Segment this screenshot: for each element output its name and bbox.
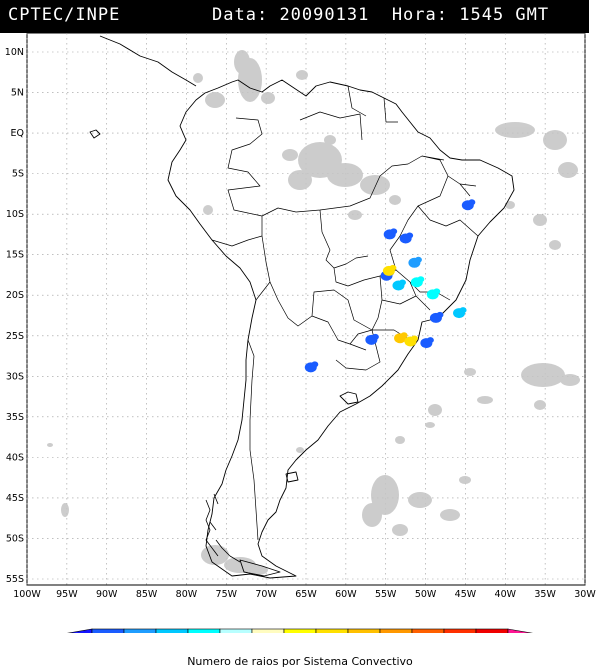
lat-label: 10S <box>6 209 24 220</box>
galapagos <box>89 129 101 139</box>
tierra-del-fuego <box>239 559 281 577</box>
lightning-cells <box>304 199 476 373</box>
colorbar-swatch <box>251 628 285 633</box>
header-bar: CPTEC/INPE Data: 20090131 Hora: 1545 GMT <box>0 0 589 33</box>
coastlines-and-borders <box>89 35 515 579</box>
central-america-coast <box>99 35 197 87</box>
lon-label: 75W <box>216 589 238 600</box>
colorbar-swatch <box>219 628 253 633</box>
colorbar-swatch <box>315 628 349 633</box>
lat-label: EQ <box>11 128 24 139</box>
lightning-cell <box>429 311 444 323</box>
lon-label: 95W <box>56 589 78 600</box>
lightning-cell <box>404 335 418 347</box>
chile-islands <box>205 493 241 563</box>
time-label: Hora: <box>391 5 448 25</box>
malvinas <box>285 471 299 483</box>
lon-label: 80W <box>176 589 198 600</box>
lon-label: 45W <box>455 589 477 600</box>
lat-label: 30S <box>6 371 24 382</box>
lon-label: 30W <box>574 589 596 600</box>
lat-label: 10N <box>5 47 24 58</box>
colorbar: 11015202530354050100150200250350 <box>66 628 534 633</box>
lon-label: 90W <box>96 589 118 600</box>
lightning-cell <box>453 307 467 319</box>
colorbar-swatch <box>123 628 157 633</box>
lon-label: 60W <box>335 589 357 600</box>
date-value: 20090131 <box>279 5 370 25</box>
lightning-cell <box>399 232 414 244</box>
falklands <box>339 391 359 405</box>
lat-label: 15S <box>6 250 24 261</box>
lat-label: 5N <box>11 88 24 99</box>
lon-label: 50W <box>415 589 437 600</box>
country-borders <box>211 85 479 541</box>
colorbar-swatch <box>507 628 534 633</box>
colorbar-swatch <box>443 628 477 633</box>
lightning-cell <box>461 199 476 211</box>
colorbar-swatch <box>91 628 125 633</box>
lat-label: 50S <box>6 533 24 544</box>
lon-label: 55W <box>375 589 397 600</box>
time-value: 1545 GMT <box>459 5 550 25</box>
lat-label: 35S <box>6 412 24 423</box>
graticule <box>26 33 586 585</box>
lat-label: 20S <box>6 290 24 301</box>
colorbar-swatch <box>187 628 221 633</box>
date-time-label: Data: 20090131 Hora: 1545 GMT <box>212 5 549 25</box>
longitude-labels: 100W 95W 90W 85W 80W 75W 70W 65W 60W 55W 50W 45W 40W… <box>13 589 596 600</box>
south-america-coastline <box>167 79 515 579</box>
cloud-cover <box>47 50 580 575</box>
latitude-labels: 10N 5N EQ 5S 10S 15S 20S 25S 30S 35S 40S 45S 50S 55S <box>5 47 24 585</box>
date-label: Data: <box>212 5 269 25</box>
lat-label: 40S <box>6 452 24 463</box>
lon-label: 65W <box>295 589 317 600</box>
lightning-cell <box>382 264 397 276</box>
colorbar-title: Numero de raios por Sistema Convectivo <box>187 655 413 668</box>
lightning-map: 10N5NEQ5S10S15S20S25S30S35S40S45S50S55S … <box>5 33 596 633</box>
colorbar-swatch <box>475 628 509 633</box>
lightning-cell <box>408 256 422 268</box>
colorbar-swatch <box>66 628 93 633</box>
lightning-cell <box>365 333 379 345</box>
lon-label: 100W <box>13 589 41 600</box>
lat-label: 55S <box>6 574 24 585</box>
colorbar-swatch <box>283 628 317 633</box>
lat-label: 5S <box>12 169 24 180</box>
lightning-cell <box>410 276 425 288</box>
colorbar-swatch <box>347 628 381 633</box>
lightning-cell <box>383 228 398 240</box>
lat-label: 45S <box>6 493 24 504</box>
lat-label: 25S <box>6 331 24 342</box>
lon-label: 40W <box>495 589 517 600</box>
lightning-cell <box>392 279 406 291</box>
lightning-cell <box>394 332 408 344</box>
colorbar-swatch <box>411 628 445 633</box>
lon-label: 35W <box>534 589 556 600</box>
lon-label: 70W <box>255 589 277 600</box>
colorbar-swatch <box>155 628 189 633</box>
lightning-cell <box>426 288 441 300</box>
source-label: CPTEC/INPE <box>8 5 121 25</box>
lightning-cell <box>420 337 434 349</box>
lightning-cell <box>304 361 319 373</box>
colorbar-swatch <box>379 628 413 633</box>
lon-label: 85W <box>136 589 158 600</box>
